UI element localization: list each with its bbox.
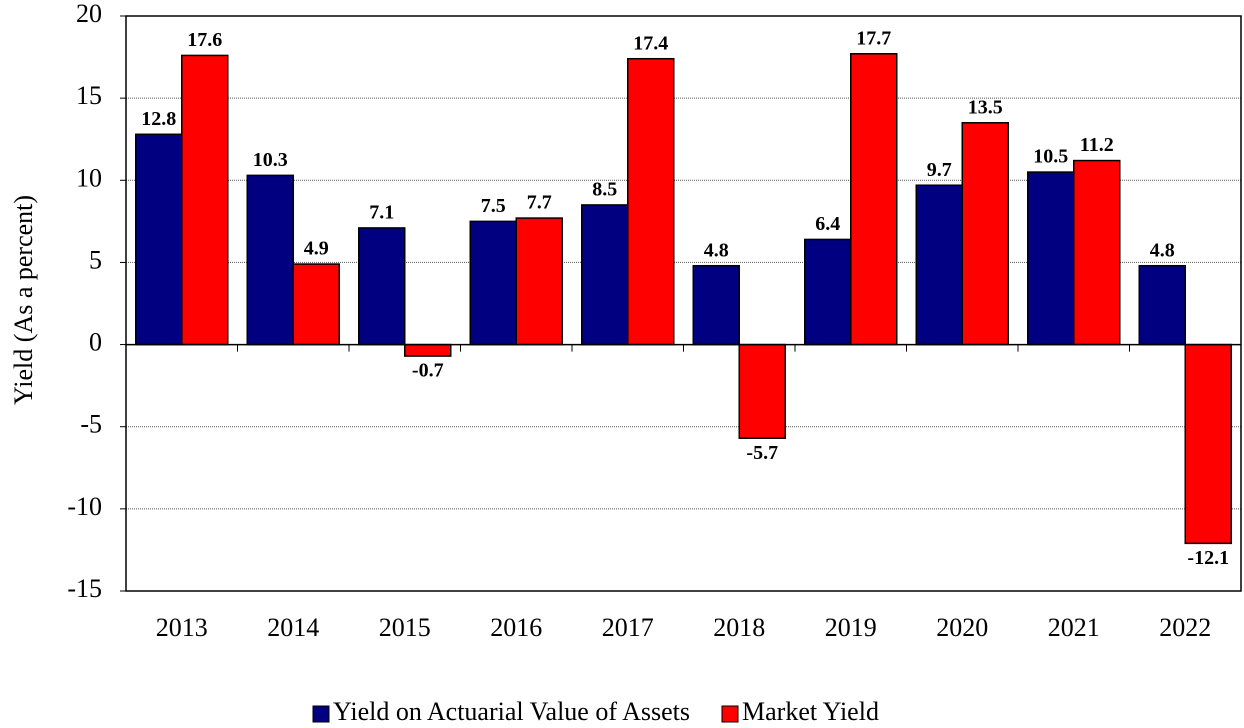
y-tick-label: 15: [76, 81, 102, 110]
data-label: -12.1: [1187, 547, 1229, 569]
bar: [515, 217, 563, 346]
bar: [1138, 264, 1186, 346]
legend-label: Market Yield: [742, 697, 879, 726]
plot-frame: [125, 15, 1242, 592]
y-tick-label: 20: [76, 0, 102, 28]
bar: [581, 204, 629, 346]
bar: [915, 184, 963, 346]
bar: [804, 238, 852, 346]
data-label: 8.5: [592, 179, 617, 201]
data-label: 4.8: [704, 239, 729, 261]
y-tick-label: 5: [89, 245, 102, 274]
y-tick-label: -5: [80, 410, 102, 439]
x-tick-label: 2017: [602, 613, 654, 642]
x-tick-label: 2015: [379, 613, 431, 642]
bar: [292, 263, 340, 346]
legend-swatch: [312, 705, 330, 723]
bar: [692, 264, 740, 346]
data-label: 10.3: [253, 149, 288, 171]
x-tick-label: 2019: [825, 613, 877, 642]
data-label: 13.5: [968, 96, 1003, 118]
y-tick-label: 0: [89, 328, 102, 357]
data-label: 9.7: [927, 159, 952, 181]
bar: [404, 343, 452, 357]
data-label: 17.4: [633, 32, 668, 54]
bar: [246, 174, 294, 346]
bar: [358, 227, 406, 346]
data-label: -0.7: [412, 360, 444, 382]
data-label: -5.7: [746, 442, 778, 464]
bar: [961, 122, 1009, 346]
legend-swatch: [721, 705, 739, 723]
bar: [469, 220, 517, 346]
y-axis-title: Yield (As a percent): [9, 195, 38, 405]
bar: [135, 133, 183, 346]
data-label: 4.8: [1150, 239, 1175, 261]
x-tick-label: 2013: [156, 613, 208, 642]
data-label: 7.5: [481, 195, 506, 217]
data-label: 11.2: [1080, 134, 1114, 156]
y-tick-label: -15: [67, 574, 102, 603]
x-tick-label: 2022: [1159, 613, 1211, 642]
x-tick-label: 2021: [1048, 613, 1100, 642]
bar: [1027, 171, 1075, 346]
data-label: 17.6: [187, 29, 222, 51]
y-tick-label: 10: [76, 163, 102, 192]
bar: [1184, 343, 1232, 545]
x-tick-label: 2016: [490, 613, 542, 642]
bar: [1073, 159, 1121, 346]
x-tick-label: 2020: [936, 613, 988, 642]
bar: [181, 54, 229, 346]
bar: [738, 343, 786, 439]
data-label: 17.7: [856, 27, 891, 49]
data-label: 6.4: [815, 213, 840, 235]
y-tick-label: -10: [67, 492, 102, 521]
legend-label: Yield on Actuarial Value of Assets: [333, 697, 690, 726]
data-label: 12.8: [141, 108, 176, 130]
bar: [850, 53, 898, 346]
x-tick-label: 2014: [267, 613, 319, 642]
x-tick-label: 2018: [713, 613, 765, 642]
bar: [627, 57, 675, 346]
data-label: 4.9: [304, 238, 329, 260]
data-label: 10.5: [1033, 146, 1068, 168]
data-label: 7.1: [369, 202, 394, 224]
data-label: 7.7: [527, 192, 552, 214]
